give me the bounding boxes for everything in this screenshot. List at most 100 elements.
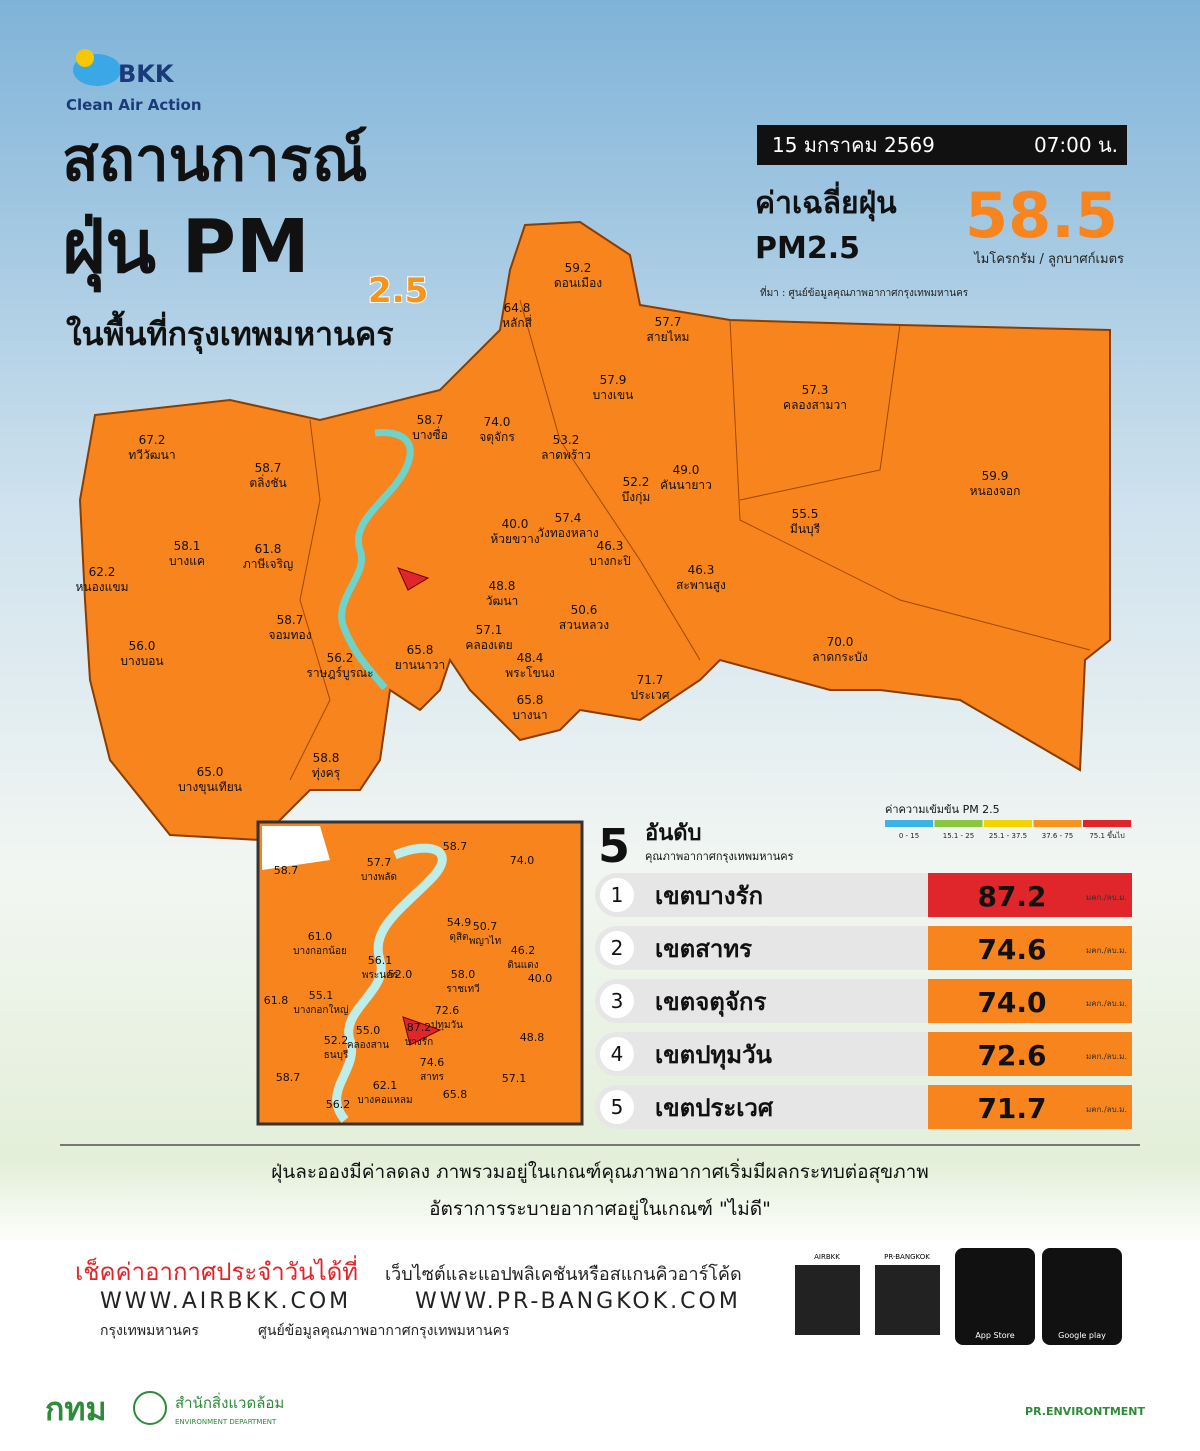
rank-badge (600, 878, 634, 912)
inset-value: 74.6 (420, 1056, 445, 1069)
seal (133, 1391, 167, 1425)
rank-unit: มคก./ลบ.ม. (1086, 893, 1127, 902)
rank-value: 72.6 (977, 1039, 1046, 1072)
inset-name: บางพลัด (361, 872, 397, 883)
district-name: คันนายาว (660, 478, 712, 492)
title: ฝุ่น PM (62, 204, 310, 293)
source: ที่มา : ศูนย์ข้อมูลคุณภาพอากาศกรุงเทพมหา… (760, 285, 969, 299)
date: 15 มกราคม 2569 (772, 133, 935, 157)
rank-district: เขตจตุจักร (655, 988, 766, 1018)
district-value: 55.5 (792, 507, 819, 521)
title: สถานการณ์ (62, 125, 368, 195)
scale-label: 75.1 ขึ้นไป (1089, 829, 1125, 840)
social: PR.ENVIRONTMENT (1025, 1405, 1145, 1418)
rank-unit: มคก./ลบ.ม. (1086, 999, 1127, 1008)
district-value: 57.7 (655, 315, 682, 329)
district-name: ดอนเมือง (554, 276, 602, 290)
summary: อัตราการระบายอากาศอยู่ในเกณฑ์ "ไม่ดี" (429, 1198, 771, 1220)
url: WWW.AIRBKK.COM (100, 1289, 351, 1314)
district-name: พระโขนง (505, 666, 555, 680)
inset-name: ดุสิต (449, 932, 468, 943)
app-badge (1042, 1248, 1122, 1345)
inset-name: บางคอแหลม (357, 1095, 412, 1106)
inset-value: 58.0 (451, 968, 476, 981)
inset-name: คลองสาน (347, 1040, 389, 1051)
highlight-district (397, 567, 430, 591)
inset-name: สาทร (420, 1072, 444, 1083)
inset-value: 46.2 (511, 944, 536, 957)
url: WWW.PR-BANGKOK.COM (415, 1289, 741, 1314)
district-value: 53.2 (553, 433, 580, 447)
scale-title: ค่าความเข้มข้น PM 2.5 (885, 803, 1000, 816)
district-border (519, 299, 701, 661)
district-value: 40.0 (502, 517, 529, 531)
rank-district: เขตสาทร (655, 935, 752, 963)
facebook: กรุงเทพมหานคร (100, 1323, 199, 1339)
district-value: 48.4 (517, 651, 544, 665)
scale-label: 0 - 15 (899, 832, 919, 840)
title-sub: 2.5 (368, 271, 428, 311)
inset-value: 56.1 (368, 954, 393, 967)
inset-value: 50.7 (473, 920, 498, 933)
district-value: 56.2 (327, 651, 354, 665)
inset-name: พญาไท (469, 935, 501, 947)
district-name: คลองเตย (465, 638, 512, 652)
district-value: 67.2 (139, 433, 166, 447)
highlight-district (402, 1016, 442, 1046)
district-value: 57.1 (476, 623, 503, 637)
time: 07:00 น. (1034, 133, 1118, 157)
district-value: 49.0 (673, 463, 700, 477)
scale-swatch (984, 820, 1032, 827)
district-name: วังทองหลาง (537, 526, 598, 540)
check-sub: เว็บไซต์และแอปพลิเคชันหรือสแกนคิวอาร์โค้… (385, 1262, 742, 1285)
district-value: 58.7 (417, 413, 444, 427)
district-name: ทุ่งครุ (312, 766, 341, 781)
rank-value: 87.2 (977, 880, 1046, 913)
district-value: 58.8 (313, 751, 340, 765)
scale-label: 15.1 - 25 (943, 832, 974, 840)
district-name: หนองจอก (970, 484, 1021, 498)
inset-value: 61.0 (308, 930, 333, 943)
inset-name: ดินแดง (507, 960, 538, 971)
map (78, 220, 1111, 842)
scale-label: 37.6 - 75 (1042, 832, 1073, 840)
district-value: 48.8 (489, 579, 516, 593)
scale-swatch (1033, 820, 1082, 827)
district-name: หลักสี่ (502, 314, 533, 330)
logo-sun (76, 49, 94, 67)
district-name: ทวีวัฒนา (128, 448, 175, 462)
district-name: บางนา (512, 708, 547, 722)
rank-badge (600, 1037, 634, 1071)
inset-value: 57.1 (502, 1072, 527, 1085)
inset-value: 54.9 (447, 916, 472, 929)
district-value: 46.3 (688, 563, 715, 577)
date-bar (757, 125, 1127, 165)
district-value: 65.8 (407, 643, 434, 657)
rank-badge (600, 931, 634, 965)
district-name: ภาษีเจริญ (243, 557, 293, 571)
dept: สำนักสิ่งแวดล้อม (175, 1392, 284, 1412)
district-value: 46.3 (597, 539, 624, 553)
rank-district: เขตประเวศ (655, 1094, 774, 1122)
district-name: บึงกุ่ม (622, 490, 651, 505)
inset-blank (262, 826, 330, 870)
inset-value: 65.8 (443, 1088, 468, 1101)
rank-big: 5 (598, 819, 630, 873)
inset-name: บางกอกน้อย (293, 945, 347, 957)
district-name: ห้วยขวาง (490, 532, 539, 546)
district-name: บางเขน (593, 388, 634, 402)
rank-value-box (928, 873, 1132, 917)
rank-district: เขตบางรัก (655, 882, 763, 910)
district-value: 71.7 (637, 673, 664, 687)
inset-value: 57.7 (367, 856, 392, 869)
district-name: จอมทอง (268, 628, 311, 642)
logo: กทม (45, 1390, 107, 1428)
inset-name: ราชเทวี (446, 983, 479, 995)
store: Google play (1058, 1331, 1106, 1340)
rank-value: 74.0 (977, 986, 1046, 1019)
district-name: ราษฎร์บูรณะ (306, 666, 373, 681)
rank-title: อันดับ (645, 821, 702, 846)
district-name: หนองแขม (75, 580, 128, 594)
district-name: บางแค (169, 554, 205, 568)
